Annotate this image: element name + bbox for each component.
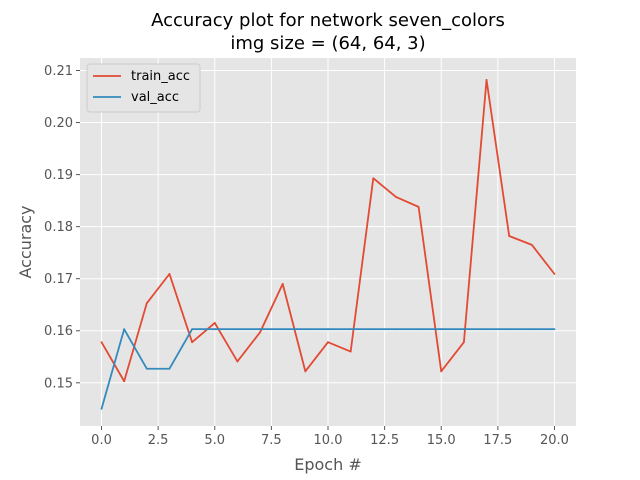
legend: train_acc val_acc bbox=[86, 63, 201, 113]
data-point-train-acc-15 bbox=[440, 370, 443, 373]
data-point-train-acc-19 bbox=[530, 243, 533, 246]
data-point-val-acc-13 bbox=[395, 328, 397, 331]
data-point-train-acc-1 bbox=[123, 380, 126, 383]
data-point-val-acc-20 bbox=[553, 328, 556, 331]
y-tick-label-1: 0.16 bbox=[44, 324, 73, 339]
x-tick-label-1: 2.5 bbox=[148, 433, 169, 448]
legend-label-train-acc: train_acc bbox=[131, 69, 190, 84]
y-axis-ticks: 0.15 0.16 0.17 0.18 0.19 0.20 0.21 bbox=[44, 64, 80, 391]
data-point-val-acc-12 bbox=[372, 328, 375, 331]
x-tick-label-6: 15.0 bbox=[427, 433, 456, 448]
data-point-val-acc-0 bbox=[100, 407, 103, 410]
data-point-train-acc-20 bbox=[553, 273, 556, 275]
data-point-train-acc-7 bbox=[259, 331, 261, 334]
data-point-val-acc-18 bbox=[508, 328, 511, 331]
data-point-val-acc-9 bbox=[304, 328, 307, 331]
data-point-train-acc-3 bbox=[168, 273, 171, 275]
data-point-train-acc-11 bbox=[349, 350, 352, 353]
x-tick-label-5: 12.5 bbox=[370, 433, 399, 448]
data-point-val-acc-14 bbox=[417, 328, 420, 331]
data-point-train-acc-5 bbox=[213, 322, 216, 324]
x-tick-label-2: 5.0 bbox=[204, 433, 225, 448]
data-point-train-acc-0 bbox=[100, 341, 103, 344]
chart-subtitle: img size = (64, 64, 3) bbox=[230, 33, 425, 54]
grid bbox=[80, 58, 576, 426]
x-axis-label: Epoch # bbox=[294, 455, 361, 474]
x-axis-ticks: 0.0 2.5 5.0 7.5 10.0 12.5 15.0 17.5 20.0 bbox=[91, 426, 569, 448]
data-point-val-acc-8 bbox=[281, 328, 284, 331]
data-point-val-acc-5 bbox=[213, 328, 216, 331]
y-tick-label-5: 0.20 bbox=[44, 116, 73, 131]
data-point-train-acc-18 bbox=[508, 235, 511, 237]
data-point-val-acc-19 bbox=[530, 328, 533, 331]
data-point-train-acc-17 bbox=[485, 78, 488, 81]
x-tick-label-0: 0.0 bbox=[91, 433, 112, 448]
data-point-val-acc-11 bbox=[349, 328, 352, 331]
data-point-train-acc-8 bbox=[281, 283, 284, 285]
data-point-val-acc-10 bbox=[327, 328, 329, 331]
data-point-val-acc-15 bbox=[440, 328, 443, 331]
data-point-train-acc-10 bbox=[327, 341, 329, 344]
data-point-val-acc-6 bbox=[236, 328, 239, 331]
data-point-val-acc-4 bbox=[191, 328, 194, 331]
y-tick-label-6: 0.21 bbox=[44, 64, 73, 79]
chart-title: Accuracy plot for network seven_colors bbox=[151, 10, 505, 31]
y-tick-label-2: 0.17 bbox=[44, 272, 73, 287]
data-point-val-acc-17 bbox=[485, 328, 488, 331]
x-tick-label-7: 17.5 bbox=[483, 433, 512, 448]
y-tick-label-0: 0.15 bbox=[44, 376, 73, 391]
data-point-val-acc-3 bbox=[168, 367, 171, 370]
data-point-train-acc-12 bbox=[372, 177, 375, 180]
legend-label-val-acc: val_acc bbox=[131, 90, 179, 105]
data-point-val-acc-2 bbox=[145, 367, 148, 370]
data-point-val-acc-16 bbox=[462, 328, 465, 331]
series-lines bbox=[100, 78, 556, 410]
x-tick-label-3: 7.5 bbox=[261, 433, 282, 448]
y-axis-label: Accuracy bbox=[16, 205, 35, 278]
x-tick-label-8: 20.0 bbox=[540, 433, 569, 448]
y-tick-label-3: 0.18 bbox=[44, 220, 73, 235]
data-point-val-acc-7 bbox=[259, 328, 261, 331]
data-point-val-acc-1 bbox=[123, 328, 126, 331]
x-tick-label-4: 10.0 bbox=[314, 433, 343, 448]
data-point-train-acc-13 bbox=[395, 196, 397, 198]
y-tick-label-4: 0.19 bbox=[44, 168, 73, 183]
data-point-train-acc-6 bbox=[236, 360, 239, 363]
data-point-train-acc-4 bbox=[191, 341, 194, 344]
data-point-train-acc-14 bbox=[417, 205, 420, 208]
data-point-train-acc-9 bbox=[304, 370, 307, 373]
data-point-train-acc-16 bbox=[462, 341, 465, 344]
data-point-train-acc-2 bbox=[145, 302, 148, 305]
